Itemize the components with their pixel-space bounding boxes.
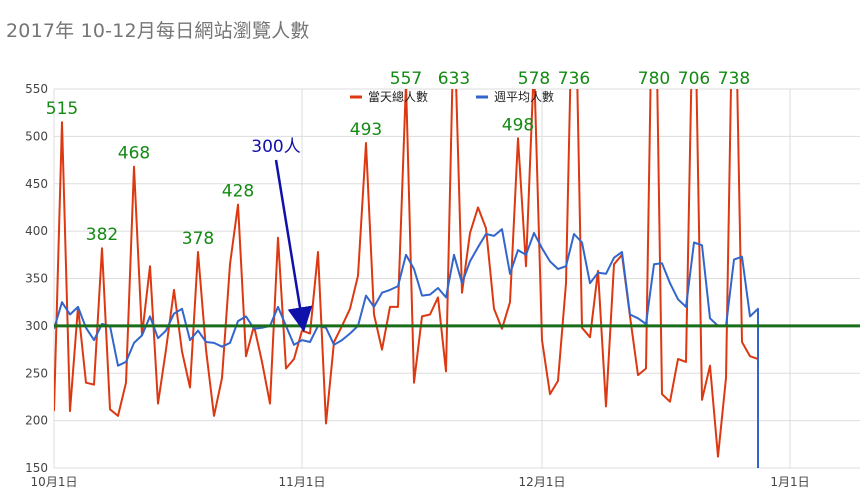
axis-ticks: 150 200 250 300 350 400 450 500 550 10月1日 11月1日 12月… (25, 82, 810, 489)
annotations: 515 382 468 378 428 493 557 633 498 578 736 780 706 7… (46, 69, 750, 333)
callout-arrow (274, 159, 313, 333)
x-tick-label: 12月1日 (519, 475, 566, 489)
peak-annotation: 515 (46, 99, 78, 119)
x-tick-label: 10月1日 (31, 475, 78, 489)
peak-annotation: 557 (390, 69, 422, 89)
peak-annotation: 706 (678, 69, 710, 89)
y-tick-label: 450 (25, 177, 48, 191)
peak-annotation: 633 (438, 69, 470, 89)
chart-title: 2017年 10-12月每日網站瀏覽人數 (6, 20, 310, 42)
y-tick-label: 250 (25, 366, 48, 380)
peak-annotation: 493 (350, 120, 382, 140)
peak-annotation: 498 (502, 115, 534, 135)
legend: 當天總人數 週平均人數 (350, 89, 554, 104)
y-tick-label: 350 (25, 272, 48, 286)
callout-label: 300人 (251, 137, 300, 157)
peak-annotation: 428 (222, 182, 254, 202)
series-lines (54, 89, 759, 468)
y-tick-label: 300 (25, 319, 48, 333)
legend-label: 週平均人數 (494, 90, 554, 104)
x-tick-label: 11月1日 (279, 475, 326, 489)
x-tick-label: 1月1日 (770, 475, 809, 489)
y-tick-label: 500 (25, 129, 48, 143)
y-tick-label: 150 (25, 461, 48, 475)
series-line-daily-total (54, 89, 759, 458)
peak-annotation: 738 (718, 69, 750, 89)
peak-annotation: 736 (558, 69, 590, 89)
legend-label: 當天總人數 (368, 89, 428, 104)
series-line-weekly-average (54, 228, 759, 468)
y-tick-label: 550 (25, 82, 48, 96)
peak-annotation: 780 (638, 69, 670, 89)
y-tick-label: 200 (25, 414, 48, 428)
y-tick-label: 400 (25, 224, 48, 238)
peak-annotation: 378 (182, 229, 214, 249)
peak-annotation: 578 (518, 69, 550, 89)
peak-annotation: 382 (86, 225, 118, 245)
peak-annotation: 468 (118, 144, 150, 164)
